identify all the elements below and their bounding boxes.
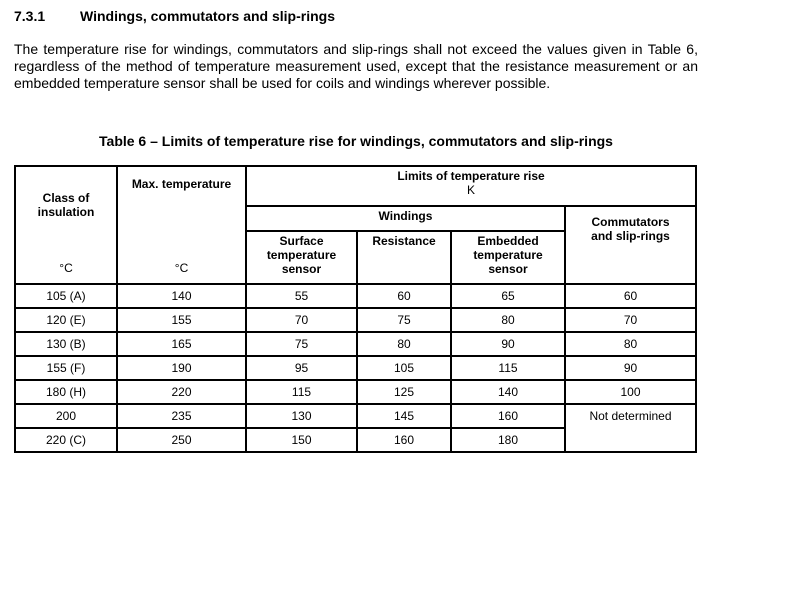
table-cell: 70 (245, 307, 358, 333)
table-cell: 180 (450, 427, 566, 453)
table-cell: 250 (116, 427, 247, 453)
table-cell: 115 (450, 355, 566, 381)
table-cell: 150 (245, 427, 358, 453)
table-cell: 90 (564, 355, 697, 381)
table-cell: 130 (245, 403, 358, 429)
table-cell: 145 (356, 403, 452, 429)
header-surface-sensor: Surface temperature sensor (245, 230, 358, 285)
table-cell: 120 (E) (14, 307, 118, 333)
table-cell: 65 (450, 283, 566, 309)
table-cell: 55 (245, 283, 358, 309)
table-cell: 100 (564, 379, 697, 405)
header-commutators: Commutators and slip-rings (564, 205, 697, 285)
header-limits: Limits of temperature rise K (245, 165, 697, 207)
header-windings: Windings (245, 205, 566, 232)
table-row: 180 (H) 220 115 125 140 100 (14, 379, 697, 405)
table-row: 120 (E) 155 70 75 80 70 (14, 307, 697, 333)
table-cell: 235 (116, 403, 247, 429)
table-cell: 90 (450, 331, 566, 357)
table-cell: 140 (116, 283, 247, 309)
table-cell: 105 (356, 355, 452, 381)
body-paragraph: The temperature rise for windings, commu… (14, 41, 698, 91)
table-cell: 155 (116, 307, 247, 333)
table-row: 105 (A) 140 55 60 65 60 (14, 283, 697, 309)
header-resistance: Resistance (356, 230, 452, 285)
table-row: 155 (F) 190 95 105 115 90 (14, 355, 697, 381)
table-cell: Not determined (564, 403, 697, 453)
header-max-temperature: Max. temperature °C (116, 165, 247, 285)
header-embedded-sensor: Embedded temperature sensor (450, 230, 566, 285)
table-cell: 180 (H) (14, 379, 118, 405)
table-cell: 130 (B) (14, 331, 118, 357)
table-cell: 60 (564, 283, 697, 309)
table-cell: 125 (356, 379, 452, 405)
table-row: 220 (C) 250 150 160 180 (14, 427, 696, 453)
temperature-rise-table: Class of insulation °C Max. temperature °C… (14, 165, 697, 453)
table-row: 200 235 130 145 160 Not determined (14, 403, 697, 453)
table-cell: 75 (356, 307, 452, 333)
table-cell: 80 (450, 307, 566, 333)
table-cell: 165 (116, 331, 247, 357)
table-cell: 200 (14, 403, 118, 429)
table-cell: 115 (245, 379, 358, 405)
table-cell: 190 (116, 355, 247, 381)
table-cell: 155 (F) (14, 355, 118, 381)
table-cell: 105 (A) (14, 283, 118, 309)
table-cell: 140 (450, 379, 566, 405)
table-cell: 220 (C) (14, 427, 118, 453)
header-class: Class of insulation °C (14, 165, 118, 285)
table-cell: 220 (116, 379, 247, 405)
section-title: Windings, commutators and slip-rings (80, 8, 336, 24)
table-cell: 60 (356, 283, 452, 309)
table-cell: 80 (564, 331, 697, 357)
section-number: 7.3.1 (14, 8, 46, 24)
table-caption: Table 6 – Limits of temperature rise for… (99, 133, 613, 149)
table-cell: 75 (245, 331, 358, 357)
table-cell: 70 (564, 307, 697, 333)
table-row: 130 (B) 165 75 80 90 80 (14, 331, 697, 357)
table-cell: 160 (450, 403, 566, 429)
table-cell: 160 (356, 427, 452, 453)
table-cell: 80 (356, 331, 452, 357)
section-heading: 7.3.1 Windings, commutators and slip-ring… (14, 8, 335, 24)
table-cell: 95 (245, 355, 358, 381)
